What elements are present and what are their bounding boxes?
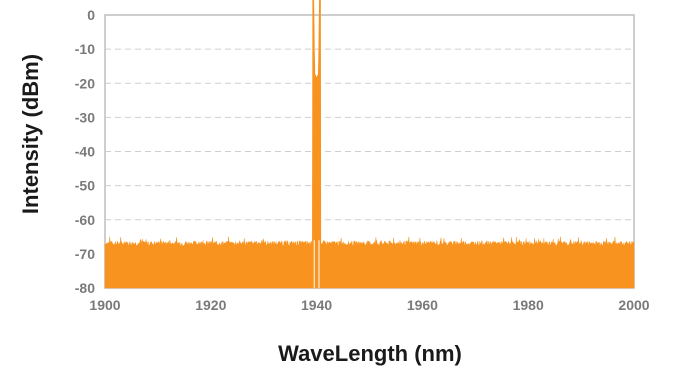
y-axis-title: Intensity (dBm) [18, 54, 43, 214]
y-tick-labels: 0 -10 -20 -30 -40 -50 -60 -70 -80 [75, 7, 95, 296]
x-tick-label: 1920 [195, 297, 226, 313]
y-tick-label: -80 [75, 280, 95, 296]
x-tick-labels: 1900 1920 1940 1960 1980 2000 [89, 297, 649, 313]
spectrum-area [104, 0, 635, 289]
x-axis-title: WaveLength (nm) [278, 341, 462, 366]
y-tick-label: -30 [75, 109, 95, 125]
y-tick-label: 0 [87, 7, 95, 23]
y-tick-label: -70 [75, 246, 95, 262]
series-layer [104, 0, 635, 289]
y-tick-label: -60 [75, 212, 95, 228]
x-tick-label: 1980 [513, 297, 544, 313]
y-tick-label: -10 [75, 41, 95, 57]
x-tick-label: 1900 [89, 297, 120, 313]
y-tick-label: -40 [75, 144, 95, 160]
y-tick-label: -20 [75, 75, 95, 91]
x-tick-label: 1960 [407, 297, 438, 313]
y-tick-label: -50 [75, 178, 95, 194]
x-tick-label: 1940 [301, 297, 332, 313]
x-tick-label: 2000 [618, 297, 649, 313]
